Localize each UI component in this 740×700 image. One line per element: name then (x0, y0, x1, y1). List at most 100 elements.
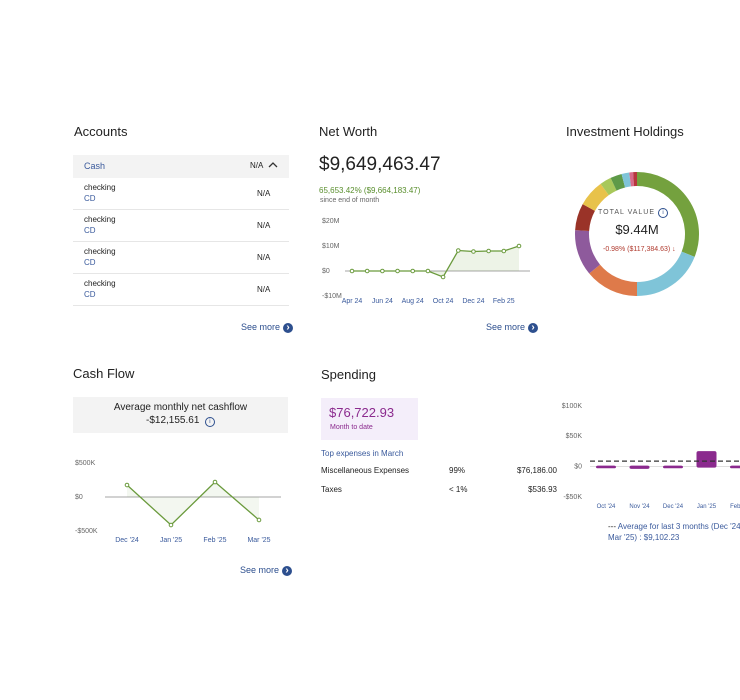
donut-segment (582, 183, 610, 212)
account-type: CD (84, 290, 96, 299)
point (425, 268, 431, 274)
average-label: Average monthly net cashflow (113, 402, 248, 413)
spending-title: Spending (321, 367, 376, 382)
point (124, 482, 130, 488)
expense-amount: $536.93 (528, 485, 557, 494)
x-tick-label: Feb 25 (492, 298, 515, 305)
y-tick-label: $50K (566, 433, 583, 440)
x-tick-label: Jan '25 (159, 537, 183, 544)
x-tick-label: Oct 24 (432, 298, 454, 305)
spending-caption: Month to date (330, 424, 373, 431)
account-type: CD (84, 194, 96, 203)
group-header[interactable] (73, 155, 289, 178)
total-label: TOTAL VALUE i (595, 208, 671, 218)
separator (73, 241, 289, 242)
expense-share: 99% (449, 466, 466, 475)
bar (730, 465, 740, 469)
donut-segment (575, 204, 596, 232)
y-tick-label: $100K (562, 403, 583, 410)
accounts-title: Accounts (74, 124, 128, 139)
y-tick-label: $500K (75, 460, 96, 467)
account-type: CD (84, 226, 96, 235)
account-value: N/A (257, 285, 271, 294)
separator (73, 305, 289, 306)
y-tick-label: $20M (322, 218, 340, 225)
expense-amount: $76,186.00 (516, 466, 557, 475)
average-box (73, 397, 288, 433)
account-name: checking (84, 183, 116, 192)
bar (696, 451, 717, 468)
x-tick-label: Feb '25 (730, 504, 740, 510)
point (455, 248, 461, 253)
point (256, 517, 262, 523)
y-tick-label: $10M (322, 243, 340, 250)
donut-segment (621, 172, 632, 188)
see-more-link[interactable]: See more (240, 565, 292, 576)
donut-segment (575, 230, 601, 274)
account-name: checking (84, 247, 116, 256)
total-change: -0.98% ($117,384.63) ↓ (603, 246, 676, 253)
see-more-link[interactable]: See more (241, 322, 293, 333)
point (440, 274, 446, 280)
net-worth-value: $9,649,463.47 (319, 154, 441, 175)
net-worth-since: since end of month (320, 197, 380, 204)
area-fill (352, 246, 519, 277)
info-icon[interactable]: i (658, 208, 668, 218)
donut-segment (636, 251, 695, 296)
spending-value: $76,722.93 (329, 405, 395, 420)
point (486, 248, 491, 254)
group-name: Cash (84, 161, 106, 171)
legend-dash: --- (608, 522, 616, 531)
x-tick-label: Feb '25 (203, 537, 227, 544)
line (352, 245, 520, 278)
x-tick-label: Dec '24 (662, 504, 684, 510)
info-icon[interactable]: i (204, 417, 215, 427)
donut-segment (600, 177, 617, 196)
average-legend-text: Average for last 3 months (Dec '24 - Mar… (608, 522, 740, 542)
y-tick-label: -$10M (322, 293, 342, 300)
x-tick-label: Dec 24 (462, 298, 485, 305)
point (501, 248, 507, 254)
x-tick-label: Nov '24 (629, 504, 650, 510)
x-tick-label: Mar '25 (247, 537, 271, 544)
point (380, 268, 385, 274)
point (349, 268, 355, 274)
donut-segment (610, 173, 626, 191)
top-expenses-label: Top expenses in March (321, 449, 404, 458)
x-tick-label: Aug 24 (401, 298, 424, 305)
y-tick-label: -$50K (563, 494, 582, 501)
see-more-link[interactable]: See more (486, 322, 538, 333)
x-tick-label: Jun 24 (371, 298, 393, 305)
expense-share: < 1% (449, 485, 468, 494)
account-name: checking (84, 279, 116, 288)
net-worth-change: 65,653.42% ($9,664,183.47) (319, 186, 421, 195)
point (364, 268, 370, 274)
y-tick-label: $0 (574, 464, 582, 471)
line (126, 481, 260, 526)
account-name: checking (84, 215, 116, 224)
donut-segment (589, 264, 638, 296)
account-type: CD (84, 258, 96, 267)
expense-name: Taxes (321, 485, 342, 494)
x-tick-label: Apr 24 (341, 298, 363, 305)
investment-title: Investment Holdings (566, 124, 684, 139)
account-value: N/A (257, 189, 271, 198)
x-tick-label: Dec '24 (115, 537, 139, 544)
point (212, 479, 218, 485)
y-tick-label: -$500K (75, 528, 98, 535)
net-worth-title: Net Worth (319, 124, 378, 139)
caret-up[interactable] (268, 161, 278, 169)
bar (629, 465, 650, 469)
point (471, 249, 476, 254)
point (410, 268, 416, 274)
y-tick-label: $0 (322, 268, 330, 275)
account-value: N/A (257, 253, 271, 262)
account-value: N/A (257, 221, 271, 230)
point (516, 243, 522, 249)
point (395, 268, 400, 274)
cash-flow-title: Cash Flow (73, 366, 135, 381)
bar (596, 465, 616, 469)
total-label-text: TOTAL VALUE (598, 209, 656, 216)
